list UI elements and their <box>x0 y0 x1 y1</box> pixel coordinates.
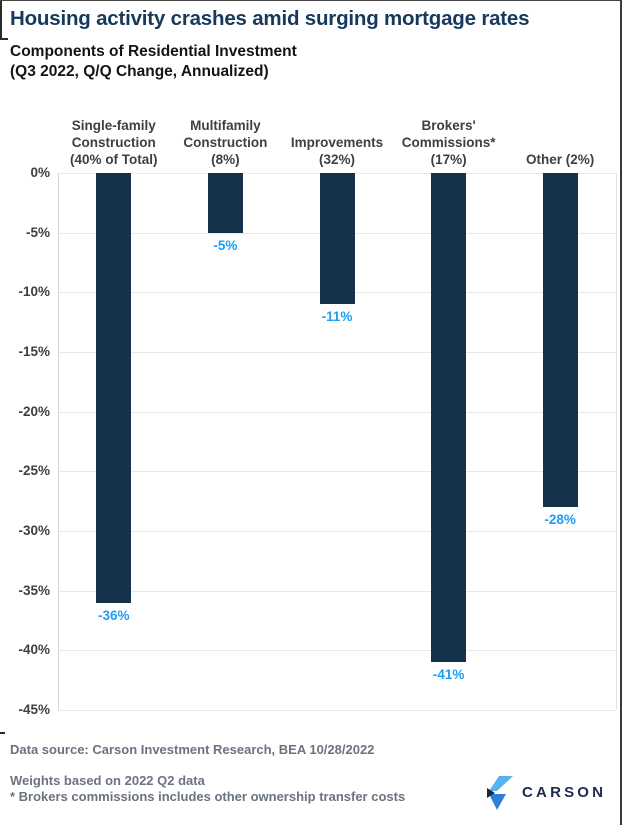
y-axis-tick-label: -5% <box>25 224 50 240</box>
y-axis-tick-label: -45% <box>18 702 50 717</box>
category-label-line: (40% of Total) <box>70 152 158 167</box>
bar-value-label: -41% <box>432 667 465 683</box>
carson-logo-icon <box>487 776 513 810</box>
left-edge-tick-top <box>0 38 8 40</box>
gridline <box>58 411 616 413</box>
y-axis-tick-label: -10% <box>18 284 50 300</box>
y-axis-tick-label: -20% <box>18 403 50 419</box>
bar-value-label: -5% <box>213 237 238 253</box>
category-label-line: Brokers' <box>421 118 476 133</box>
gridline <box>58 471 616 473</box>
plot-right-border <box>616 173 617 710</box>
y-axis-tick-label: 0% <box>30 165 50 180</box>
y-axis-tick-label: -15% <box>18 344 50 359</box>
page-title: Housing activity crashes amid surging mo… <box>10 7 530 30</box>
gridline <box>58 590 616 592</box>
left-edge-tick-bottom <box>0 732 5 734</box>
category-label: Single-family Construction (40% of Total) <box>48 117 180 168</box>
left-edge-border <box>0 1 2 39</box>
category-label-line: Single-family <box>71 118 156 133</box>
gridline <box>58 710 616 711</box>
category-label: Multifamily Construction (8%) <box>159 117 291 168</box>
gridline <box>58 650 616 652</box>
bar <box>431 173 467 663</box>
chart-subtitle-line1: Components of Residential Investment <box>10 43 297 60</box>
bar-value-label: -11% <box>321 309 353 325</box>
bar <box>207 173 243 233</box>
y-axis-tick-label: -25% <box>18 463 50 479</box>
y-axis-tick-label: -30% <box>18 523 50 538</box>
category-label-line: Other (2%) <box>526 152 595 167</box>
chart-subtitle: Components of Residential Investment (Q3… <box>10 42 570 82</box>
carson-logo-text: CARSON <box>522 784 607 801</box>
bar-value-label: -28% <box>544 512 576 528</box>
category-label-line: Multifamily <box>190 118 261 133</box>
bar <box>319 173 355 305</box>
category-label-line: (8%) <box>211 152 240 167</box>
category-label: Other (2%) <box>494 151 622 168</box>
y-axis-tick-label: -40% <box>18 642 50 658</box>
category-label-line: Construction <box>183 135 268 150</box>
category-label-line: Improvements <box>290 135 384 150</box>
data-source-text: Data source: Carson Investment Research,… <box>10 742 375 757</box>
footnotes: Weights based on 2022 Q2 data * Brokers … <box>10 773 405 805</box>
gridline <box>58 531 616 532</box>
chart-subtitle-line2: (Q3 2022, Q/Q Change, Annualized) <box>10 63 269 80</box>
bar <box>542 173 578 508</box>
bar <box>96 173 132 603</box>
category-label-line: (32%) <box>318 152 355 167</box>
category-label-line: Construction <box>71 135 156 150</box>
right-edge-border <box>620 1 622 825</box>
y-axis-line <box>58 173 59 710</box>
category-label: Brokers' Commissions* (17%) <box>383 117 515 168</box>
footnote-weights: Weights based on 2022 Q2 data <box>10 773 205 788</box>
bar-value-label: -36% <box>98 607 130 623</box>
y-axis-tick-label: -35% <box>18 582 50 598</box>
carson-logo: CARSON <box>487 776 617 810</box>
category-label: Improvements (32%) <box>271 134 403 168</box>
category-label-line: Commissions* <box>401 135 496 150</box>
gridline <box>58 352 616 353</box>
footnote-brokers: * Brokers commissions includes other own… <box>10 789 406 804</box>
category-label-line: (17%) <box>430 152 467 167</box>
